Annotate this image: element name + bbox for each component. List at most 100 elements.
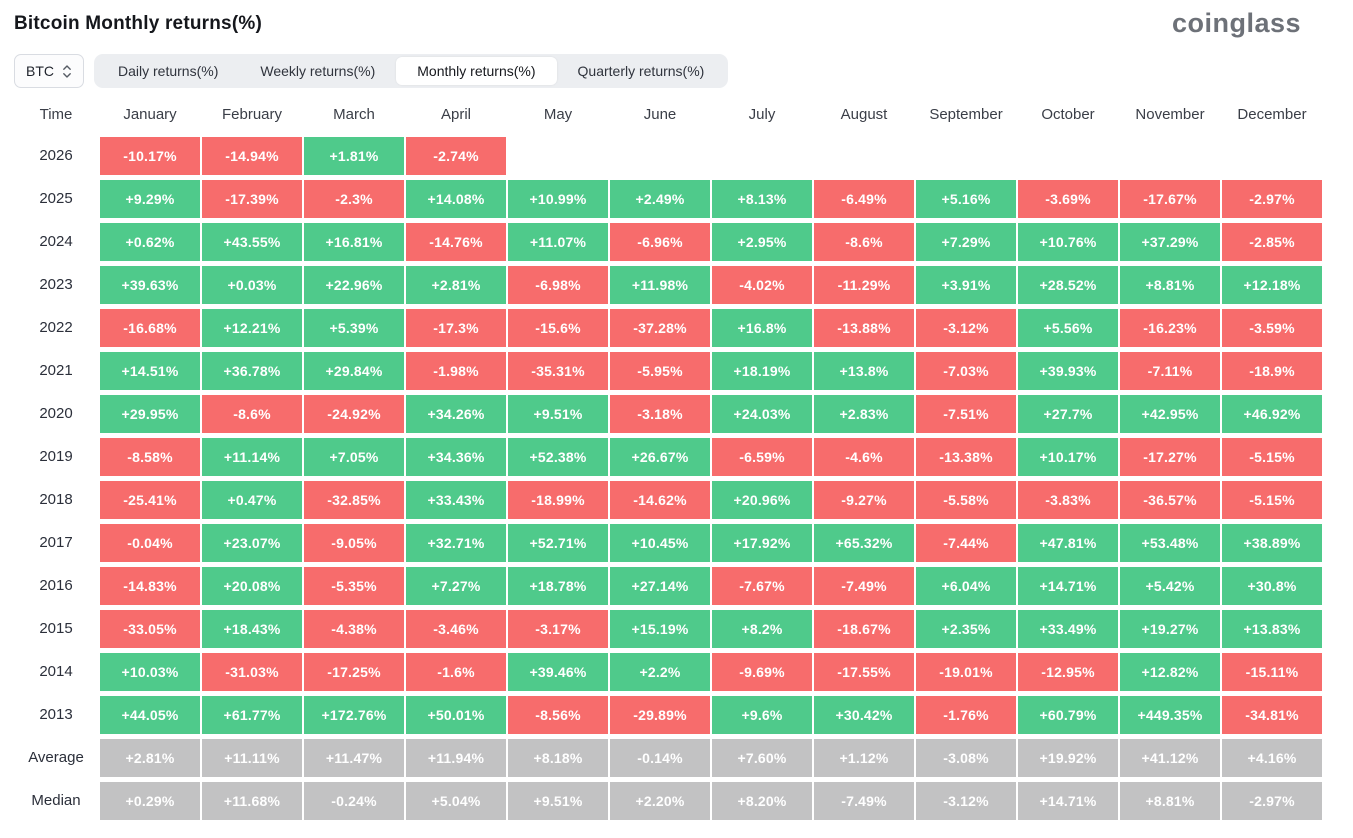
month-column-header: December: [1237, 106, 1307, 123]
returns-table: Time January February March April May June Jul…: [14, 102, 1353, 820]
return-cell: +12.82%: [1120, 653, 1220, 691]
return-cell: +7.29%: [916, 223, 1016, 261]
return-cell: -7.44%: [916, 524, 1016, 562]
row-label: 2018: [39, 491, 73, 508]
return-cell: -18.99%: [508, 481, 608, 519]
row-label: Average: [28, 749, 84, 766]
return-cell: +9.51%: [508, 782, 608, 820]
return-cell: -14.83%: [100, 567, 200, 605]
return-cell: +6.04%: [916, 567, 1016, 605]
return-cell: -14.76%: [406, 223, 506, 261]
return-cell: -14.94%: [202, 137, 302, 175]
updown-chevrons-icon: [62, 64, 72, 79]
return-cell: +29.95%: [100, 395, 200, 433]
return-cell: -33.05%: [100, 610, 200, 648]
return-cell: +44.05%: [100, 696, 200, 734]
tab-monthly[interactable]: Monthly returns(%): [396, 57, 557, 85]
return-cell: -0.14%: [610, 739, 710, 777]
return-cell: +3.91%: [916, 266, 1016, 304]
return-cell: -31.03%: [202, 653, 302, 691]
table-row: 2020 +29.95% -8.6% -24.92% +34.26% +9.51% -3.1…: [14, 395, 1353, 433]
returns-tabs-bar: Daily returns(%) Weekly returns(%) Monthly…: [94, 54, 729, 88]
return-cell: -8.56%: [508, 696, 608, 734]
table-row: 2022 -16.68% +12.21% +5.39% -17.3% -15.6% -37.…: [14, 309, 1353, 347]
return-cell: +7.60%: [712, 739, 812, 777]
symbol-select-value: BTC: [26, 63, 54, 79]
return-cell: -3.17%: [508, 610, 608, 648]
return-cell: [814, 137, 914, 175]
return-cell: +10.03%: [100, 653, 200, 691]
row-label: 2017: [39, 534, 73, 551]
return-cell: +37.29%: [1120, 223, 1220, 261]
return-cell: +10.17%: [1018, 438, 1118, 476]
return-cell: +7.05%: [304, 438, 404, 476]
return-cell: +50.01%: [406, 696, 506, 734]
row-label: 2016: [39, 577, 73, 594]
return-cell: -7.03%: [916, 352, 1016, 390]
table-row: 2025 +9.29% -17.39% -2.3% +14.08% +10.99% +2.4…: [14, 180, 1353, 218]
return-cell: +10.99%: [508, 180, 608, 218]
return-cell: -17.25%: [304, 653, 404, 691]
return-cell: +52.38%: [508, 438, 608, 476]
return-cell: -5.95%: [610, 352, 710, 390]
return-cell: +9.6%: [712, 696, 812, 734]
return-cell: +17.92%: [712, 524, 812, 562]
return-cell: -18.9%: [1222, 352, 1322, 390]
return-cell: [712, 137, 812, 175]
month-column-header: February: [221, 106, 283, 123]
return-cell: +1.12%: [814, 739, 914, 777]
table-row: 2023 +39.63% +0.03% +22.96% +2.81% -6.98% +11.…: [14, 266, 1353, 304]
return-cell: -4.02%: [712, 266, 812, 304]
return-cell: +38.89%: [1222, 524, 1322, 562]
return-cell: -8.58%: [100, 438, 200, 476]
return-cell: +20.96%: [712, 481, 812, 519]
return-cell: [1018, 137, 1118, 175]
table-row: 2016 -14.83% +20.08% -5.35% +7.27% +18.78% +27…: [14, 567, 1353, 605]
return-cell: +449.35%: [1120, 696, 1220, 734]
return-cell: +8.2%: [712, 610, 812, 648]
tab-daily[interactable]: Daily returns(%): [118, 63, 219, 79]
coinglass-logo[interactable]: coinglass: [1171, 8, 1301, 38]
return-cell: +8.81%: [1120, 266, 1220, 304]
month-column-header: November: [1135, 106, 1205, 123]
return-cell: -17.3%: [406, 309, 506, 347]
tab-quarterly[interactable]: Quarterly returns(%): [577, 63, 705, 79]
return-cell: +9.51%: [508, 395, 608, 433]
tab-weekly[interactable]: Weekly returns(%): [260, 63, 376, 79]
row-label: 2026: [39, 147, 73, 164]
return-cell: -12.95%: [1018, 653, 1118, 691]
return-cell: [1222, 137, 1322, 175]
return-cell: +23.07%: [202, 524, 302, 562]
return-cell: -34.81%: [1222, 696, 1322, 734]
return-cell: +5.16%: [916, 180, 1016, 218]
return-cell: +2.81%: [100, 739, 200, 777]
page-title: Bitcoin Monthly returns(%): [14, 13, 262, 34]
return-cell: -13.38%: [916, 438, 1016, 476]
return-cell: +18.43%: [202, 610, 302, 648]
table-row: 2019 -8.58% +11.14% +7.05% +34.36% +52.38% +26…: [14, 438, 1353, 476]
return-cell: -0.24%: [304, 782, 404, 820]
top-bar: Bitcoin Monthly returns(%) coinglass: [14, 10, 1353, 37]
return-cell: -15.6%: [508, 309, 608, 347]
row-label: 2023: [39, 276, 73, 293]
controls-row: BTC Daily returns(%) Weekly returns(%) Mon…: [14, 54, 1353, 88]
return-cell: +2.95%: [712, 223, 812, 261]
return-cell: -1.76%: [916, 696, 1016, 734]
return-cell: +11.94%: [406, 739, 506, 777]
return-cell: +0.29%: [100, 782, 200, 820]
return-cell: +172.76%: [304, 696, 404, 734]
return-cell: [1120, 137, 1220, 175]
row-label: 2025: [39, 190, 73, 207]
return-cell: -4.38%: [304, 610, 404, 648]
return-cell: -8.6%: [202, 395, 302, 433]
return-cell: +8.18%: [508, 739, 608, 777]
return-cell: +8.20%: [712, 782, 812, 820]
symbol-select[interactable]: BTC: [14, 54, 84, 88]
return-cell: -17.27%: [1120, 438, 1220, 476]
return-cell: +11.68%: [202, 782, 302, 820]
return-cell: -4.6%: [814, 438, 914, 476]
return-cell: +52.71%: [508, 524, 608, 562]
return-cell: +20.08%: [202, 567, 302, 605]
return-cell: +11.11%: [202, 739, 302, 777]
table-row: Median +0.29% +11.68% -0.24% +5.04% +9.51% +2.…: [14, 782, 1353, 820]
